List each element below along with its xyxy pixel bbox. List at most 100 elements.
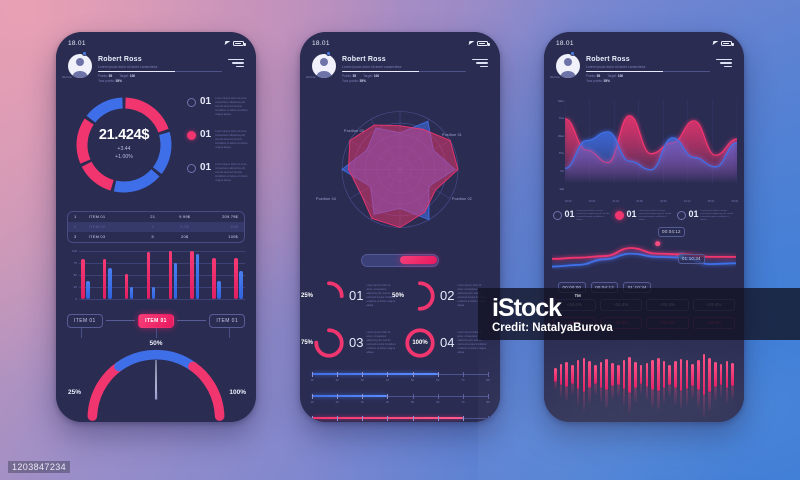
wave-chart-section: Mon Tue Wed Thu Fri Sat 00:00 00:04 01:10 02:00 0… [544, 91, 744, 207]
bar-group [102, 259, 112, 299]
bar-group [81, 259, 90, 299]
hamburger-menu-icon[interactable] [228, 54, 244, 69]
ruler-tick [362, 415, 364, 421]
data-table: 1 ITEM 01 21 9.99$ 209.79$ 2 ITEM 02 4 5.2$ 21$ 3 I… [67, 210, 245, 243]
bar-chart-plot [79, 250, 245, 300]
screen-3: 18.01 Online Robert Ross Lorem ipsum dol… [544, 32, 744, 422]
wave-x-tick: 00:04 [588, 199, 596, 203]
profile-header-2[interactable]: Online Robert Ross Lorem ipsum dolor sit… [300, 50, 500, 89]
battery-icon [233, 40, 246, 46]
progress-percent: 50% [391, 292, 404, 299]
table-cell-item: ITEM 02 [88, 224, 106, 229]
profile-subline: Lorem ipsum dolor sit amet consectetur [98, 64, 158, 69]
wave-x-tick: 03:00 [660, 199, 667, 203]
bar-chart-bars [79, 251, 245, 299]
bar-group [234, 258, 243, 299]
phone-frame-2: 18.01 Online Robert Ross Lorem ipsum dol… [300, 32, 500, 422]
ruler-slider[interactable]: 10 20 30 40 50 60 70 80 [310, 415, 490, 422]
bar-series-b [151, 286, 156, 299]
legend-dot-icon [615, 210, 624, 220]
table-row[interactable]: 2 ITEM 02 4 5.2$ 21$ [68, 221, 244, 232]
legend-dot-icon [187, 163, 196, 173]
profile-stats: Points: 55 Target: 100 [342, 74, 466, 78]
avatar[interactable] [312, 54, 336, 78]
online-badge-icon [570, 51, 575, 56]
ruler-tick-label: 60 [436, 399, 440, 404]
wave-chart [565, 98, 737, 183]
bar-series-b [239, 270, 243, 299]
donut-delta: +3.44 +1.00% [115, 146, 133, 161]
progress-text: Lorem ipsum dolor sit amet, consectetur … [457, 283, 487, 307]
equalizer-bar [645, 362, 649, 401]
table-cell-item: ITEM 01 [88, 214, 106, 219]
bar-series-b [86, 280, 90, 299]
equalizer-bar [559, 364, 563, 398]
ruler-tick [488, 371, 489, 377]
online-badge-icon [326, 51, 331, 56]
item-tab[interactable]: ITEM 01 [209, 313, 246, 328]
signal-icon [712, 41, 719, 45]
progress-text: Lorem ipsum dolor sit amet, consectetur … [366, 283, 396, 307]
avatar-caption: Online [62, 75, 72, 79]
avatar[interactable] [556, 54, 580, 78]
item-tab[interactable]: ITEM 01 [67, 313, 103, 328]
profile-info: Robert Ross Lorem ipsum dolor sit amet c… [342, 54, 466, 83]
wave-x-tick: 01:10 [612, 199, 620, 203]
profile-stats: Points: 55 Target: 100 [98, 74, 222, 78]
ruler-tick [312, 371, 313, 377]
ruler-tick [337, 393, 339, 399]
wave-legend-item[interactable]: 01 Lorem ipsum dolor sit amet, consectet… [553, 209, 611, 223]
hamburger-menu-icon[interactable] [716, 54, 732, 69]
equalizer-bar [565, 362, 569, 402]
hamburger-menu-icon[interactable] [472, 54, 488, 69]
avatar[interactable] [68, 54, 92, 78]
signal-icon [468, 41, 475, 45]
profile-header-1[interactable]: Online Robert Ross Lorem ipsum dolor sit… [56, 50, 256, 89]
bar-series-b [129, 286, 134, 299]
equalizer-bar-reflection [696, 389, 700, 408]
signal-icon [224, 41, 231, 45]
radar-label-position-01: Position 01 [442, 132, 462, 137]
status-time: 18.01 [312, 39, 330, 47]
legend-item[interactable]: 01 Lorem ipsum dolor sit amet, consectet… [187, 162, 249, 183]
gauge-min-label: 25% [68, 388, 82, 396]
equalizer-bar-reflection [645, 386, 649, 401]
legend-item[interactable]: 01 Lorem ipsum dolor sit amet, consectet… [187, 129, 249, 150]
profile-info: Robert Ross Lorem ipsum dolor sit amet c… [98, 54, 222, 83]
toggle-off-half [364, 256, 401, 264]
wave-y-tick: Fri [560, 168, 565, 173]
table-row[interactable]: 3 ITEM 03 5 20$ 100$ [68, 232, 244, 242]
equalizer-bar [628, 356, 631, 413]
progress-donut: 75% [301, 326, 346, 360]
gridline [79, 250, 245, 252]
ruler-slider[interactable]: 10 20 30 40 50 60 70 80 [310, 371, 490, 383]
status-icons [224, 40, 246, 46]
profile-header-3[interactable]: Online Robert Ross Lorem ipsum dolor sit… [544, 50, 744, 89]
item-tabs[interactable]: ITEM 01 ITEM 01 ITEM 01 [67, 313, 246, 328]
profile-info: Robert Ross Lorem ipsum dolor sit amet c… [586, 54, 710, 83]
legend-item[interactable]: 01 Lorem ipsum dolor sit amet, consectet… [187, 96, 249, 117]
bar-series-a [124, 273, 129, 299]
wave-legend-item[interactable]: 01 Lorem ipsum dolor sit amet, consectet… [677, 209, 735, 223]
gridline [79, 274, 245, 276]
bar-series-a [168, 251, 173, 299]
equalizer-bar [679, 358, 683, 409]
stat-target: Target: 100 [119, 73, 136, 78]
item-tab[interactable]: ITEM 01 [138, 313, 174, 328]
ruler-tick [387, 393, 389, 399]
equalizer-bar [668, 364, 671, 397]
wave-y-tick: Thu [558, 151, 564, 156]
ruler-slider[interactable]: 10 20 30 40 50 60 70 80 [310, 393, 490, 405]
status-time: 18.01 [556, 39, 574, 47]
equalizer-bar-reflection [594, 384, 597, 396]
toggle-switch[interactable] [361, 253, 439, 267]
table-row[interactable]: 1 ITEM 01 21 9.99$ 209.79$ [68, 212, 244, 222]
equalizer-bar-reflection [599, 387, 603, 403]
equalizer-bar-reflection [559, 385, 563, 398]
ruler-sliders[interactable]: 10 20 30 40 50 60 70 80 10 20 30 40 50 60 70 80 10 20 30 40… [310, 371, 490, 422]
table-cell-price: 9.99$ [179, 214, 191, 219]
donut-center-labels: 21.424$ +3.44 +1.00% [70, 91, 178, 199]
phone-frame-3: 18.01 Online Robert Ross Lorem ipsum dol… [544, 32, 744, 422]
wave-legend-item[interactable]: 01 Lorem ipsum dolor sit amet, consectet… [615, 209, 673, 223]
equalizer-bar [702, 354, 706, 418]
